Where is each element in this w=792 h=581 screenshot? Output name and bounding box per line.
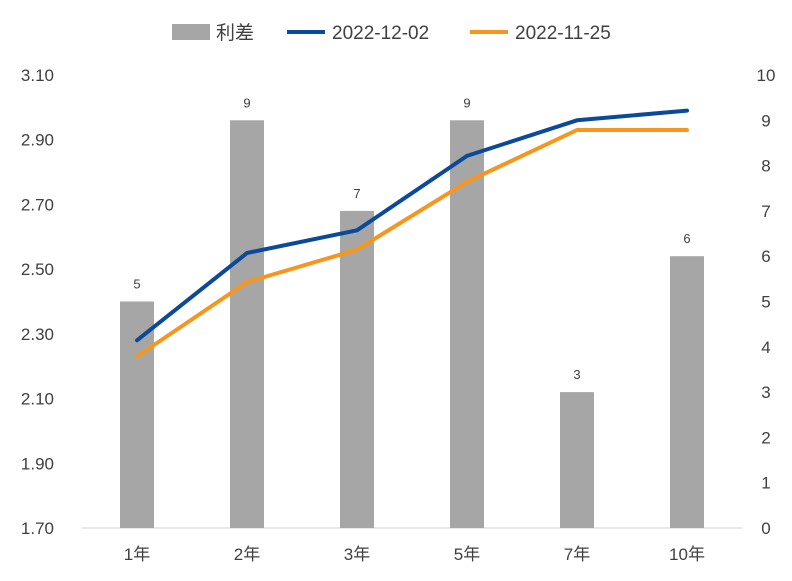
left-tick-label: 2.90 <box>21 131 54 150</box>
legend-label-line-1: 2022-12-02 <box>332 23 429 44</box>
bar-series <box>120 120 704 529</box>
legend-label-bar: 利差 <box>216 22 254 44</box>
x-tick-label: 7年 <box>564 545 590 564</box>
left-tick-label: 1.70 <box>21 519 54 538</box>
bar <box>560 392 594 528</box>
bar <box>120 301 154 528</box>
x-axis: 1年 2年 3年 5年 7年 10年 <box>124 545 705 564</box>
right-axis: 0 1 2 3 4 5 6 7 8 9 10 <box>757 66 776 538</box>
series-line-2 <box>135 128 689 359</box>
left-axis: 1.70 1.90 2.10 2.30 2.50 2.70 2.90 3.10 <box>21 66 54 538</box>
bar <box>670 256 704 528</box>
right-tick-label: 10 <box>757 66 776 85</box>
left-tick-label: 2.50 <box>21 260 54 279</box>
right-tick-label: 0 <box>761 519 770 538</box>
right-tick-label: 9 <box>761 111 770 130</box>
right-tick-label: 4 <box>761 338 770 357</box>
bar-data-label: 6 <box>683 231 690 246</box>
bar <box>230 120 264 529</box>
bar-data-labels: 5 9 7 9 3 6 <box>133 95 690 382</box>
legend-label-line-2: 2022-11-25 <box>515 23 611 44</box>
x-tick-label: 2年 <box>234 545 260 564</box>
bar-data-label: 7 <box>353 186 360 201</box>
right-tick-label: 7 <box>761 202 770 221</box>
x-tick-label: 10年 <box>669 545 705 564</box>
x-tick-label: 1年 <box>124 545 150 564</box>
left-tick-label: 3.10 <box>21 66 54 85</box>
x-tick-label: 5年 <box>454 545 480 564</box>
right-tick-label: 5 <box>761 293 770 312</box>
right-tick-label: 8 <box>761 157 770 176</box>
legend: 利差 2022-12-02 2022-11-25 <box>172 22 611 44</box>
right-tick-label: 1 <box>761 474 770 493</box>
x-tick-label: 3年 <box>344 545 370 564</box>
right-tick-label: 3 <box>761 383 770 402</box>
bar-data-label: 3 <box>573 367 580 382</box>
legend-swatch-bar <box>172 24 210 40</box>
bar-data-label: 9 <box>243 95 250 110</box>
right-tick-label: 6 <box>761 247 770 266</box>
left-tick-label: 2.10 <box>21 390 54 409</box>
bar-data-label: 5 <box>133 277 140 292</box>
series-line-1 <box>135 108 689 343</box>
line-series <box>135 108 689 359</box>
bar-data-label: 9 <box>463 95 470 110</box>
left-tick-label: 2.70 <box>21 195 54 214</box>
left-tick-label: 2.30 <box>21 325 54 344</box>
left-tick-label: 1.90 <box>21 454 54 473</box>
bar <box>340 210 374 528</box>
right-tick-label: 2 <box>761 428 770 447</box>
